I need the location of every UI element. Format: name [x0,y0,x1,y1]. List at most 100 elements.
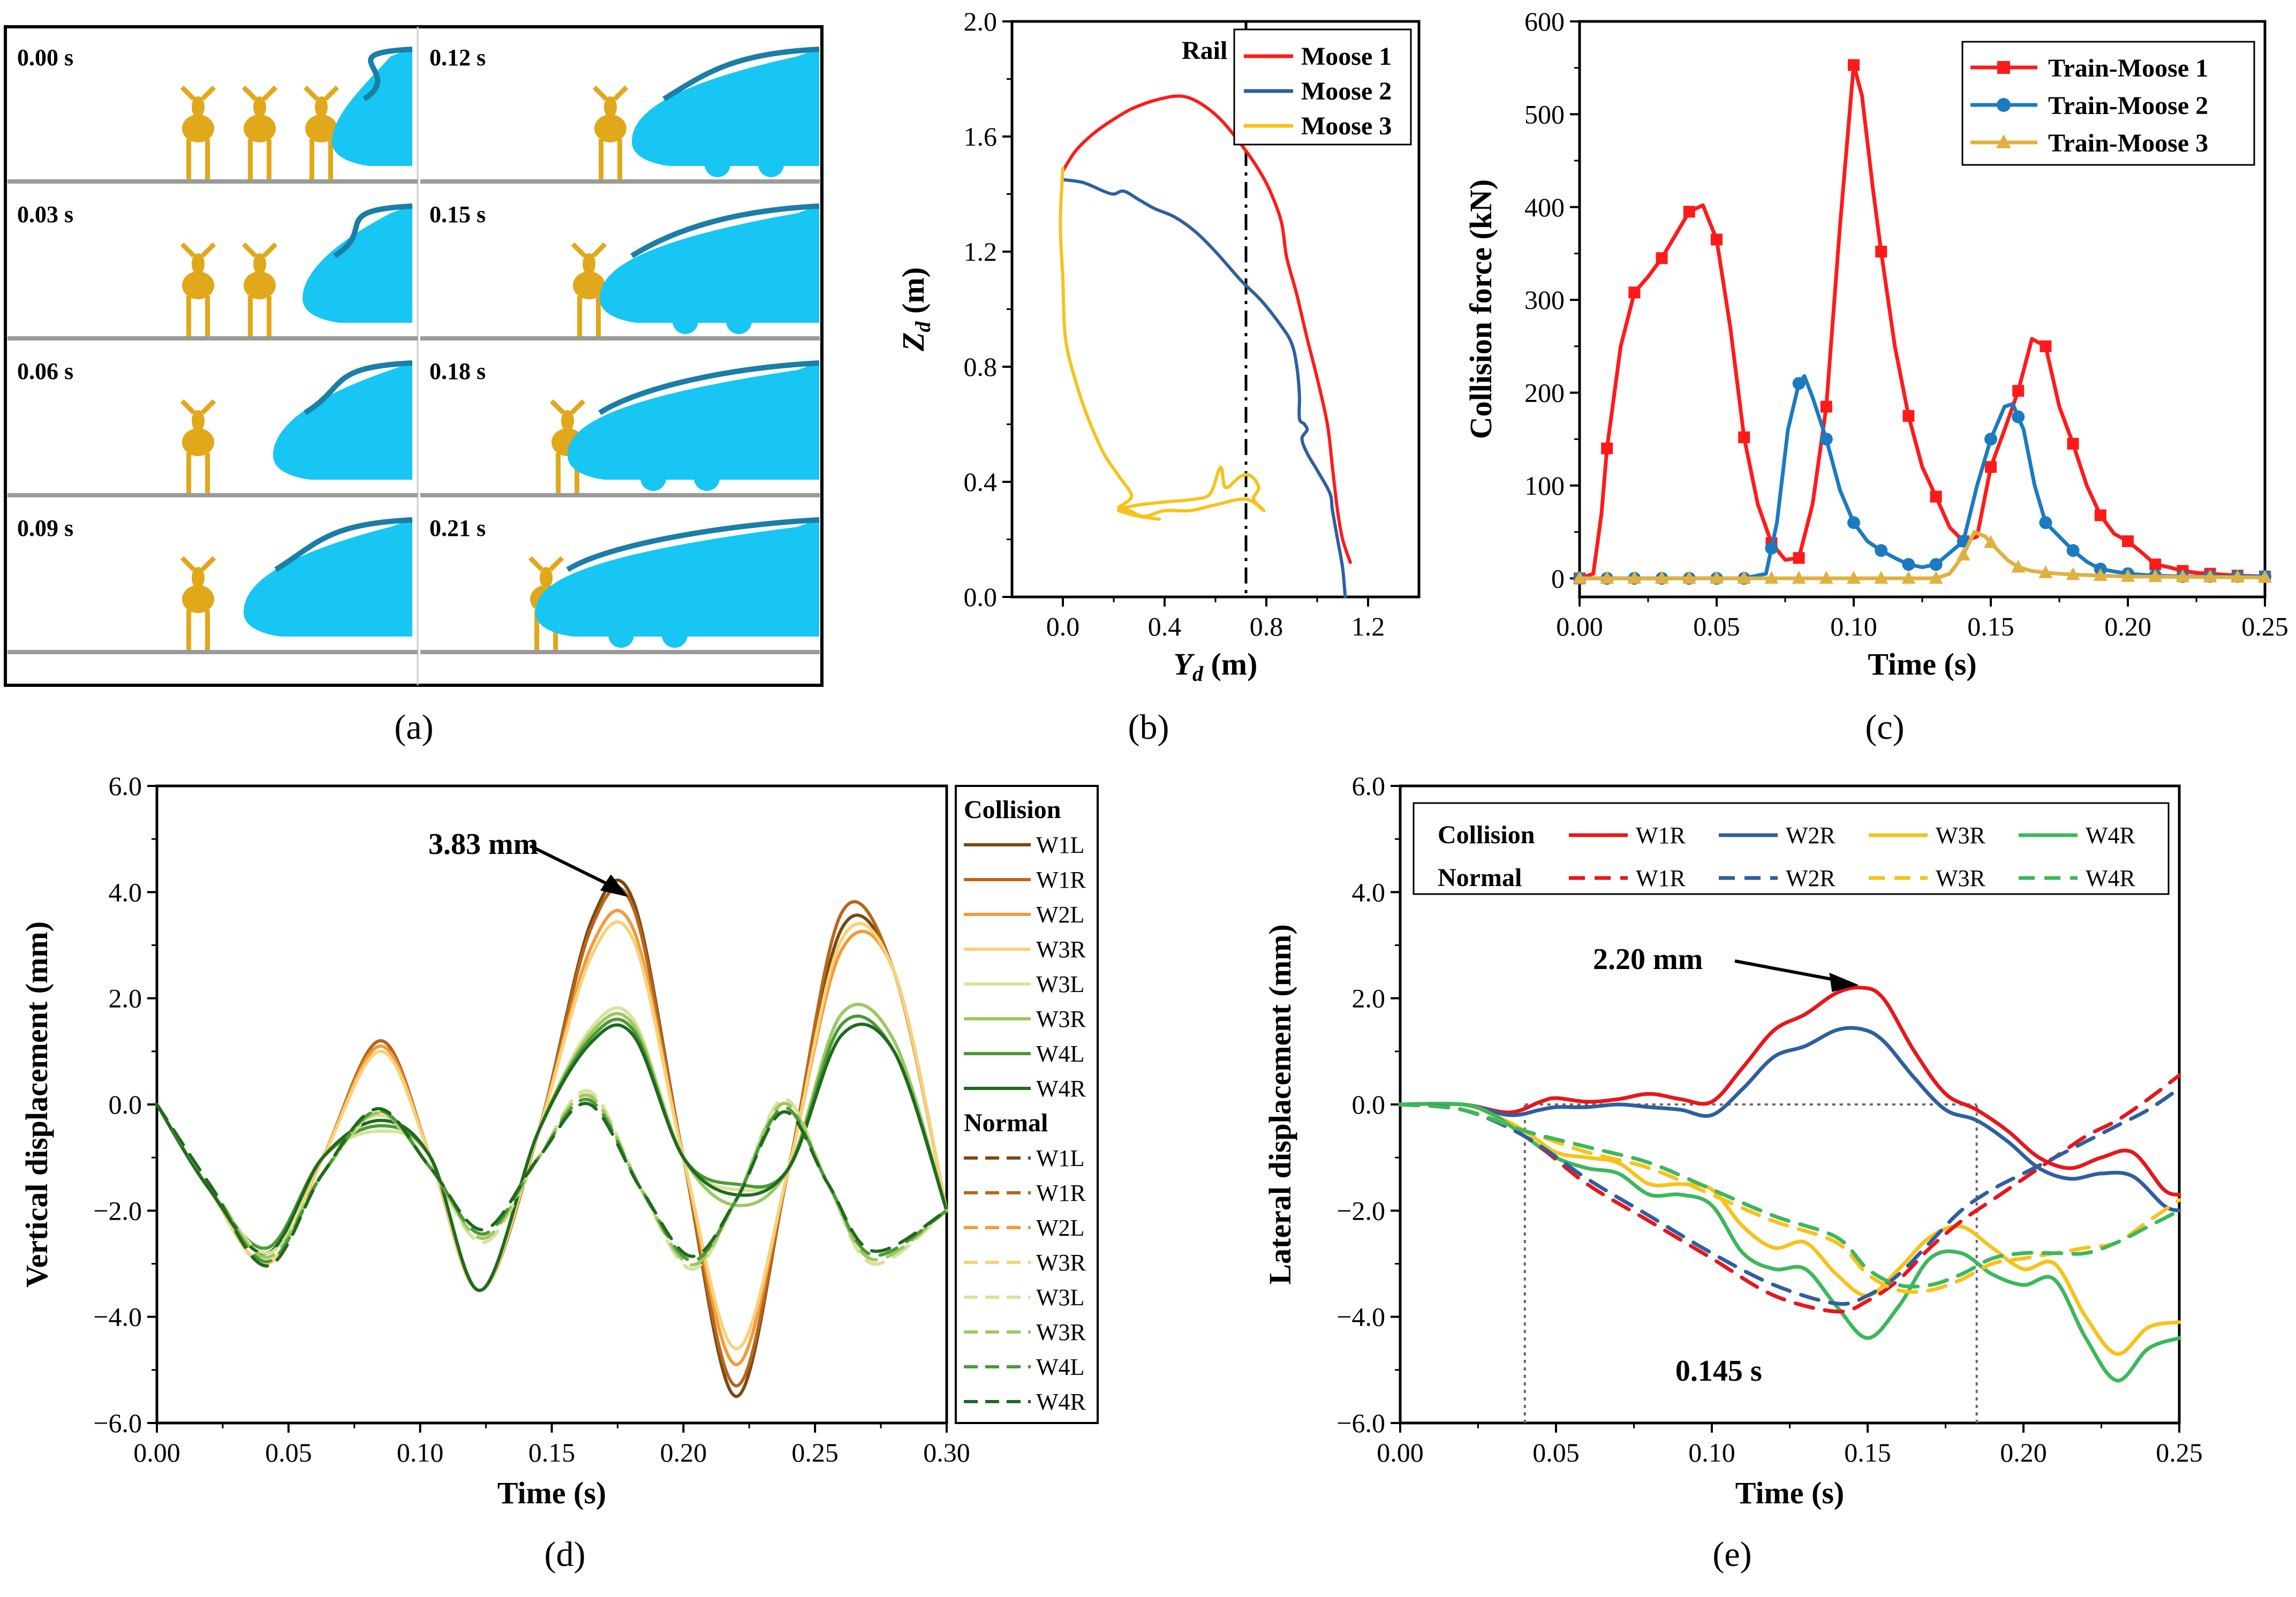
moose-antlers [180,556,216,572]
train-moose-2-marker [1819,433,1833,446]
d-y-tick-label: −4.0 [93,1302,142,1332]
train-figure [273,360,413,480]
train-moose-2-marker [2066,544,2080,557]
normal-series-w2r [1398,1086,2181,1306]
train-wheel [640,465,666,491]
train-moose-3-marker [1901,571,1916,584]
c-y-tick-label: 200 [1524,378,1565,408]
train-nose [568,362,819,480]
e-x-tick-label: 0.15 [1844,1437,1891,1467]
c-y-tick-label: 0 [1551,563,1565,593]
b-y-tick-label: 2.0 [964,6,998,36]
moose-body [573,271,605,299]
legend-label: W3R [1036,936,1086,963]
legend-label: W1R [1636,865,1686,891]
train-figure [332,47,413,166]
b-y-tick-label: 1.6 [964,122,998,152]
time-label-left: 0.06 s [17,358,73,384]
y-axis-label-main: Z [896,332,931,352]
train-moose-2-marker [1765,541,1778,555]
collision-series-w1r [1398,985,2181,1197]
collision-series-w4r [1398,1102,2181,1383]
train-nose [632,48,819,166]
e-x-tick-label: 0.10 [1688,1437,1735,1467]
train-moose-3-marker [1573,571,1587,584]
legend-label: W2L [1036,1215,1084,1241]
train-wheel [705,152,730,177]
d-x-tick-label: 0.00 [133,1437,180,1467]
legend-box [1413,802,2170,895]
train-moose-2-marker [1875,544,1888,557]
d-x-tick-label: 0.05 [265,1437,312,1467]
train-moose-1-marker [1930,490,1942,503]
time-label-right: 0.12 s [429,44,486,71]
moose-leg [556,453,561,493]
train-moose-3-marker [2203,569,2217,582]
legend-label: W4L [1036,1354,1084,1380]
train-moose-1-marker [1820,400,1832,413]
panel-e-lateral-displacement-chart: 0.00 0.05 0.10 0.15 0.20 0.25 −6.0 −4.0 −2.0 0.0 2… [1263,771,2203,1574]
train-figure [632,47,820,177]
interval-label: 0.145 s [1675,1354,1762,1388]
train-nose [244,519,412,637]
train-wheel [726,308,752,334]
legend-label: W3R [1936,822,1986,849]
legend-label: W1R [1036,867,1086,893]
train-window-line [333,203,413,259]
train-moose-3-marker [2011,559,2026,573]
moose-head [583,253,595,275]
e-y-tick-label: −4.0 [1336,1302,1385,1332]
time-label-right: 0.18 s [429,358,486,384]
e-x-tick-label: 0.20 [2000,1437,2047,1467]
moose-antlers [571,242,607,258]
legend-label: W4R [2086,822,2136,849]
series-moose-2 [1061,178,1347,599]
legend-marker [1997,98,2011,112]
panel-label: (d) [545,1535,586,1574]
train-nose [600,205,819,323]
normal-series-w3r [1398,1102,2181,1294]
b-x-tick-label: 0.8 [1250,611,1283,641]
train-window-line [362,47,413,102]
collision-series-w3r [1398,1102,2181,1356]
moose-antlers [303,85,339,101]
train-figure [244,517,413,637]
moose-body [182,585,214,613]
legend-label: W3L [1036,971,1084,997]
panel-label: (a) [394,708,433,747]
moose-head [192,410,205,432]
panel-label: (b) [1128,708,1169,747]
legend-label: W1L [1036,1145,1084,1171]
moose-leg [534,610,539,650]
x-axis-label: Yd (m) [1174,647,1258,686]
rail [7,336,418,340]
train-moose-1-marker [2149,558,2162,571]
train-moose-1-marker [2012,385,2025,397]
e-x-tick-label: 0.00 [1377,1437,1424,1467]
moose-antlers [549,399,586,415]
moose-figure [571,242,607,336]
train-moose-2-marker [2012,410,2025,423]
collision-series-w4r [155,1023,948,1292]
normal-series-w1r [155,1093,948,1267]
train-moose-1-marker [1902,410,1915,422]
panel-d-vertical-displacement-chart: 0.00 0.05 0.10 0.15 0.20 0.25 0.30 −6.0 −4.0 −2.0… [19,771,1099,1574]
moose-head [192,567,205,588]
train-moose-3-marker [1847,571,1861,584]
train-moose-3-marker [1655,571,1669,584]
d-y-tick-label: 6.0 [109,771,142,801]
legend-marker [1997,61,2010,74]
legend-label: W1R [1036,1180,1086,1206]
annotation-arrow-head [1829,972,1859,992]
train-moose-2-marker [2039,516,2052,529]
legend-label: W2L [1036,902,1084,928]
train-moose-1-marker [1985,461,1997,473]
legend-group-title: Collision [1438,821,1535,849]
train-window-line [304,360,413,415]
train-moose-1-marker [2122,535,2134,547]
panel-a-image-sequence: 0.00 s 0.12 s 0.03 s 0.15 s 0.06 s 0.18 s 0.09… [4,25,824,747]
train-window-line [662,47,820,102]
moose-leg [575,453,579,493]
rail [420,650,820,654]
e-x-tick-label: 0.05 [1532,1437,1580,1467]
